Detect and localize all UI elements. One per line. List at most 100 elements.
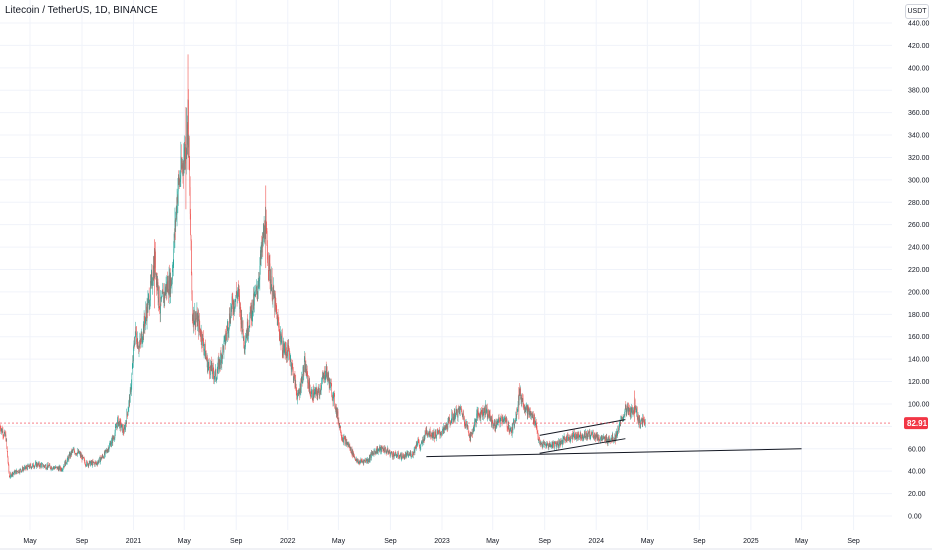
- candle-body: [373, 452, 374, 456]
- candle-body: [611, 438, 613, 441]
- candle-body: [396, 455, 398, 457]
- candle-body: [347, 444, 349, 446]
- channel-lower-line[interactable]: [539, 438, 626, 454]
- candle-body: [286, 354, 287, 359]
- candle-body: [641, 419, 643, 421]
- candle-body: [281, 335, 283, 342]
- candle-body: [91, 461, 92, 464]
- candle-body: [194, 311, 196, 327]
- candle-body: [164, 287, 166, 296]
- candle-body: [280, 333, 282, 345]
- candle-body: [327, 374, 328, 381]
- candle-body: [72, 450, 73, 451]
- candle-body: [243, 333, 244, 341]
- candle-body: [140, 335, 142, 343]
- candle-body: [44, 465, 46, 466]
- drawing-tools[interactable]: [426, 419, 802, 458]
- candle-body: [516, 411, 517, 418]
- candle-body: [306, 368, 308, 373]
- candle-body: [507, 427, 508, 429]
- candle-body: [374, 450, 375, 452]
- candle-body: [38, 462, 40, 465]
- candle-body: [211, 371, 213, 375]
- candle-body: [447, 428, 448, 429]
- candle-body: [263, 230, 264, 238]
- candle-body: [475, 419, 476, 421]
- candle-body: [39, 465, 40, 468]
- candle-body: [417, 439, 419, 444]
- channel-upper-line[interactable]: [539, 419, 626, 436]
- candle-body: [58, 468, 59, 471]
- candle-body: [413, 452, 414, 453]
- candle-body: [437, 431, 438, 432]
- candle-body: [610, 439, 611, 442]
- candle-body: [254, 294, 255, 306]
- candle-body: [484, 414, 486, 415]
- candle-body: [414, 446, 416, 453]
- candle-body: [523, 405, 524, 407]
- candle-body: [248, 328, 250, 329]
- candle-body: [460, 407, 462, 409]
- candle-body: [398, 456, 400, 458]
- candle-body: [55, 466, 57, 468]
- candle-body: [595, 434, 597, 437]
- candle-body: [302, 366, 304, 383]
- candle-body: [391, 451, 392, 453]
- candle-body: [246, 334, 247, 339]
- candle-body: [43, 465, 45, 467]
- candle-body: [113, 438, 115, 439]
- candle-body: [290, 359, 291, 360]
- candle-body: [137, 339, 138, 347]
- candle-body: [325, 376, 326, 379]
- candle-body: [467, 427, 469, 432]
- candle-body: [307, 379, 309, 384]
- candle-body: [82, 455, 83, 461]
- candle-body: [56, 466, 57, 468]
- candle-body: [161, 297, 163, 298]
- candle-body: [336, 408, 338, 417]
- candle-body: [42, 463, 43, 465]
- candle-body: [445, 424, 447, 429]
- y-tick-label: 220.00: [908, 267, 930, 274]
- support-trendline[interactable]: [426, 448, 802, 458]
- candle-body: [618, 428, 620, 433]
- candle-body: [116, 426, 117, 428]
- x-tick-label: 2025: [743, 538, 759, 545]
- candle-body: [406, 453, 407, 458]
- currency-button[interactable]: USDT: [905, 4, 929, 19]
- candle-body: [452, 414, 453, 420]
- candle-body: [73, 449, 75, 451]
- candle-body: [230, 321, 231, 323]
- candle-body: [527, 406, 528, 416]
- candle-body: [177, 196, 178, 203]
- price-axis[interactable]: 0.0020.0040.0060.0080.00100.00120.00140.…: [908, 21, 930, 521]
- candle-body: [205, 355, 207, 359]
- candle-body: [179, 179, 180, 185]
- candle-body: [407, 452, 409, 457]
- candle-body: [606, 436, 607, 443]
- candle-body: [389, 450, 390, 453]
- candle-body: [15, 470, 17, 474]
- candle-body: [448, 418, 449, 420]
- candle-body: [214, 370, 216, 377]
- x-tick-label: 2024: [588, 538, 604, 545]
- candle-body: [181, 165, 182, 168]
- candle-body: [238, 288, 239, 293]
- candle-body: [549, 443, 550, 446]
- candle-body: [568, 437, 570, 440]
- candle-body: [91, 461, 93, 466]
- time-axis[interactable]: May Sep 2021 May Sep 2022 May Sep 2023 May Sep 2024…: [23, 538, 859, 545]
- candle-body: [411, 452, 413, 456]
- y-tick-label: 140.00: [908, 357, 930, 364]
- candle-body: [593, 437, 594, 438]
- candle-body: [443, 426, 444, 431]
- candle-body: [480, 412, 481, 419]
- candle-body: [630, 408, 632, 418]
- candle-body: [153, 254, 155, 277]
- candle-body: [17, 471, 18, 473]
- candle-body: [14, 470, 15, 473]
- candle-body: [644, 423, 646, 426]
- candle-body: [486, 406, 488, 418]
- candle-body: [126, 422, 127, 424]
